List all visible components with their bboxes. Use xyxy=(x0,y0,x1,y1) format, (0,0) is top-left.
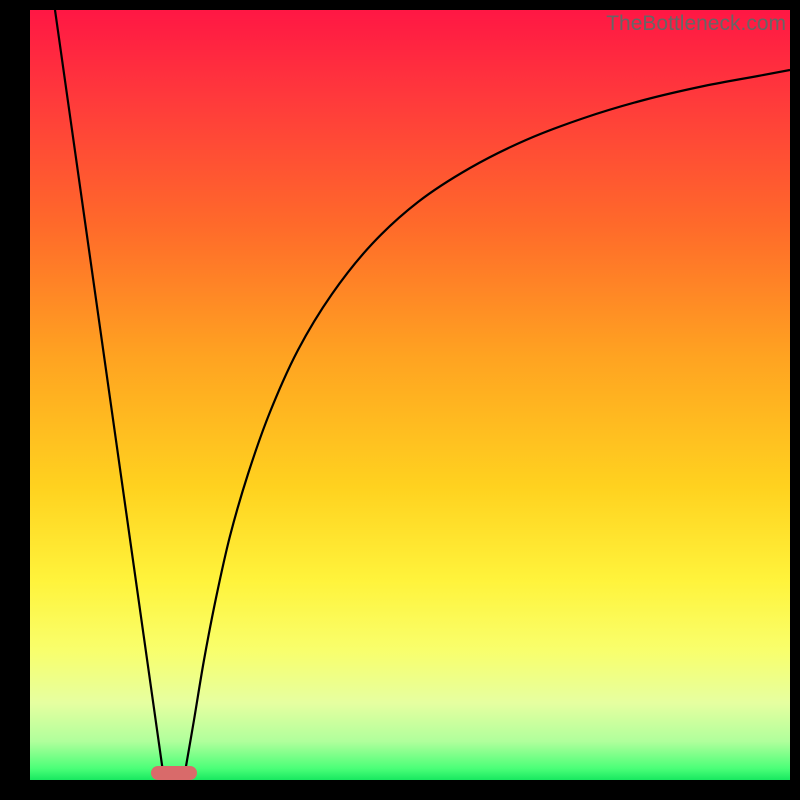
watermark-text: TheBottleneck.com xyxy=(606,12,786,36)
bottleneck-curves xyxy=(30,10,790,780)
plot-area xyxy=(30,10,790,780)
minimum-marker xyxy=(151,766,197,780)
left-descending-line xyxy=(55,10,163,772)
right-asymptotic-curve xyxy=(185,70,790,772)
